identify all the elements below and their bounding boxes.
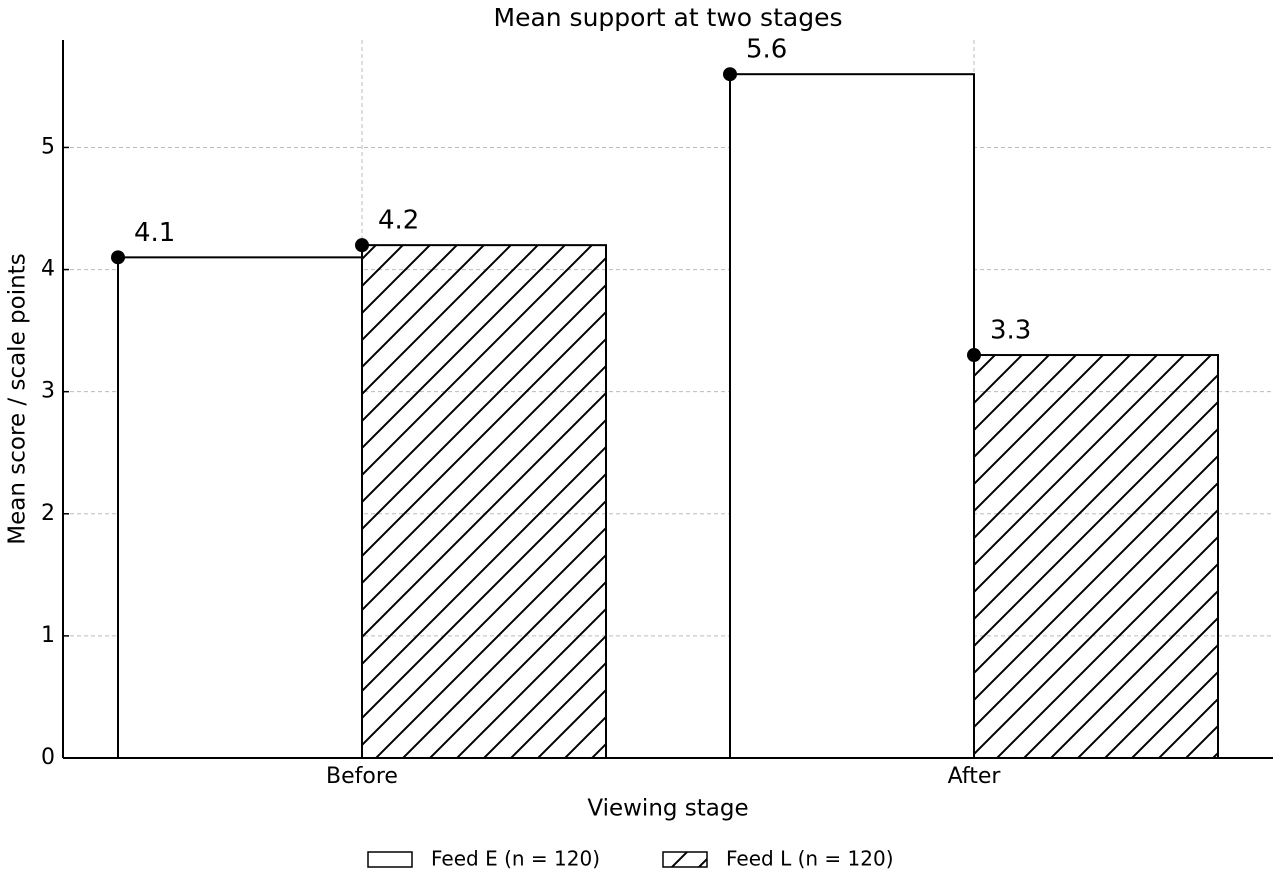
bar — [729, 73, 975, 759]
bar-marker — [967, 348, 981, 363]
y-tick-label: 0 — [41, 745, 55, 770]
chart-title: Mean support at two stages — [494, 3, 843, 32]
value-label: 4.2 — [378, 206, 419, 236]
legend-label: Feed L (n = 120) — [726, 847, 894, 871]
value-label: 3.3 — [990, 316, 1031, 346]
x-axis-label: Viewing stage — [587, 796, 748, 822]
bar-marker — [355, 238, 369, 253]
y-tick-label: 3 — [41, 379, 55, 404]
bar-marker — [723, 67, 737, 82]
x-tick-label: Before — [326, 764, 398, 789]
bar — [973, 354, 1219, 759]
y-tick-label: 2 — [41, 501, 55, 526]
bar-marker — [111, 250, 125, 265]
y-tick-label: 4 — [41, 257, 55, 282]
y-axis-label: Mean score / scale points — [5, 253, 31, 544]
value-label: 4.1 — [134, 218, 175, 248]
bar — [361, 244, 607, 759]
legend-swatch — [367, 851, 413, 868]
bar — [117, 256, 363, 759]
legend-label: Feed E (n = 120) — [431, 847, 600, 871]
legend-swatch — [662, 851, 708, 868]
y-tick-label: 1 — [41, 623, 55, 648]
x-tick-label: After — [948, 764, 1002, 789]
value-label: 5.6 — [746, 35, 787, 65]
y-tick-label: 5 — [41, 134, 55, 159]
